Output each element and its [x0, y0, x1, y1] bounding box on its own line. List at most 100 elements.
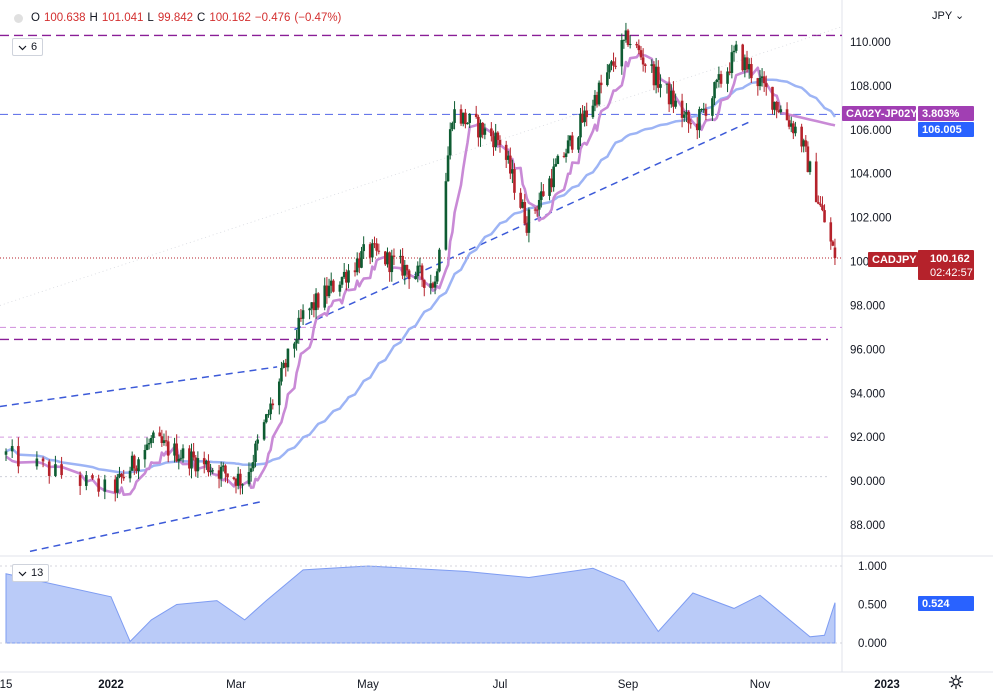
lower-tick-label: 0.000 — [858, 638, 887, 650]
candle-body — [806, 146, 810, 173]
candle-body — [583, 110, 586, 123]
candle-body — [667, 83, 671, 105]
candle-body — [392, 255, 396, 257]
candle-body — [789, 123, 793, 127]
candle-body — [353, 270, 357, 273]
candle-body — [54, 464, 57, 476]
candle-body — [773, 101, 776, 110]
candle-body — [548, 178, 551, 196]
time-tick-label: Mar — [226, 679, 246, 691]
candle-body — [345, 271, 348, 283]
candle-body — [160, 436, 164, 443]
spread-line — [5, 52, 836, 496]
candle-body — [481, 122, 484, 135]
candle-body — [181, 448, 185, 459]
time-tick-label: 15 — [0, 679, 12, 691]
candle-body — [626, 30, 630, 45]
candle-body — [249, 468, 253, 473]
candle-body — [271, 403, 275, 406]
candle-body — [358, 258, 361, 268]
price-tick-label: 94.000 — [850, 388, 885, 400]
candle-body — [236, 473, 240, 486]
candle-body — [371, 243, 374, 258]
candle-body — [496, 132, 500, 140]
candle-body — [808, 161, 812, 173]
candle-body — [659, 84, 662, 88]
candle-body — [262, 422, 266, 440]
candle-body — [639, 50, 643, 58]
corr-value-tag: 0.524 — [922, 598, 950, 610]
candle-body — [680, 100, 684, 118]
candle-body — [595, 94, 599, 105]
candle-body — [327, 285, 331, 297]
ma-value-tag-bg — [918, 122, 974, 137]
candle-body — [464, 112, 467, 125]
candle-body — [453, 109, 456, 123]
indicators-toggle-button[interactable]: 6 — [12, 38, 44, 56]
candle-body — [280, 367, 283, 382]
open-value: 100.638 — [43, 12, 86, 24]
candle-body — [650, 64, 654, 66]
price-tick-label: 96.000 — [850, 344, 885, 356]
candle-body — [60, 464, 63, 476]
candle-body — [196, 458, 200, 472]
candle-body — [282, 362, 285, 368]
candle-body — [800, 126, 803, 147]
candle-body — [173, 443, 176, 456]
candle-body — [570, 135, 574, 150]
candle-body — [401, 255, 404, 276]
candle-body — [726, 71, 729, 84]
lower-indicators-toggle-button[interactable]: 13 — [12, 564, 50, 582]
candle-body — [566, 140, 570, 154]
candle-body — [523, 202, 527, 224]
diagonal-guide-line — [0, 26, 843, 306]
candle-body — [252, 462, 255, 469]
candle-body — [130, 455, 134, 471]
candle-body — [775, 101, 778, 111]
candle-body — [689, 123, 693, 125]
moving-average-line — [5, 78, 837, 474]
lower-indicator-count: 13 — [31, 567, 44, 579]
candle-body — [756, 78, 760, 87]
candle-body — [301, 310, 305, 319]
candle-body — [135, 468, 138, 472]
close-value: 100.162 — [209, 12, 251, 24]
candle-body — [221, 465, 225, 467]
candle-body — [323, 285, 327, 308]
candle-body — [368, 244, 372, 258]
candle-body — [461, 112, 465, 124]
candle-body — [122, 476, 126, 479]
candle-body — [342, 271, 346, 278]
candle-body — [97, 478, 100, 492]
candle-body — [562, 155, 566, 157]
candle-body — [641, 57, 645, 65]
candle-body — [103, 479, 107, 492]
price-tick-label: 88.000 — [850, 520, 885, 532]
candle-body — [490, 128, 493, 137]
time-tick-label: 2022 — [98, 679, 124, 691]
currency-selector[interactable]: JPY ⌄ — [932, 9, 964, 22]
candle-body — [539, 191, 543, 200]
candle-body — [614, 65, 617, 67]
upper-channel-trendline — [0, 366, 278, 408]
gear-icon[interactable] — [948, 674, 964, 690]
candle-body — [254, 443, 257, 463]
price-tick-label: 98.000 — [850, 300, 885, 312]
currency-label: JPY — [932, 10, 952, 22]
symbol-tag-bg — [868, 252, 918, 267]
candle-body — [299, 317, 303, 319]
candle-body — [347, 270, 350, 283]
candle-body — [758, 77, 762, 87]
candle-body — [685, 111, 688, 115]
candle-body — [521, 202, 525, 208]
price-tag-bg — [918, 250, 974, 280]
candle-body — [407, 270, 411, 280]
candle-body — [388, 252, 391, 273]
candle-body — [612, 61, 615, 66]
candle-body — [448, 129, 452, 156]
high-value: 101.041 — [101, 12, 144, 24]
candle-body — [622, 39, 626, 41]
candle-body — [137, 459, 140, 472]
